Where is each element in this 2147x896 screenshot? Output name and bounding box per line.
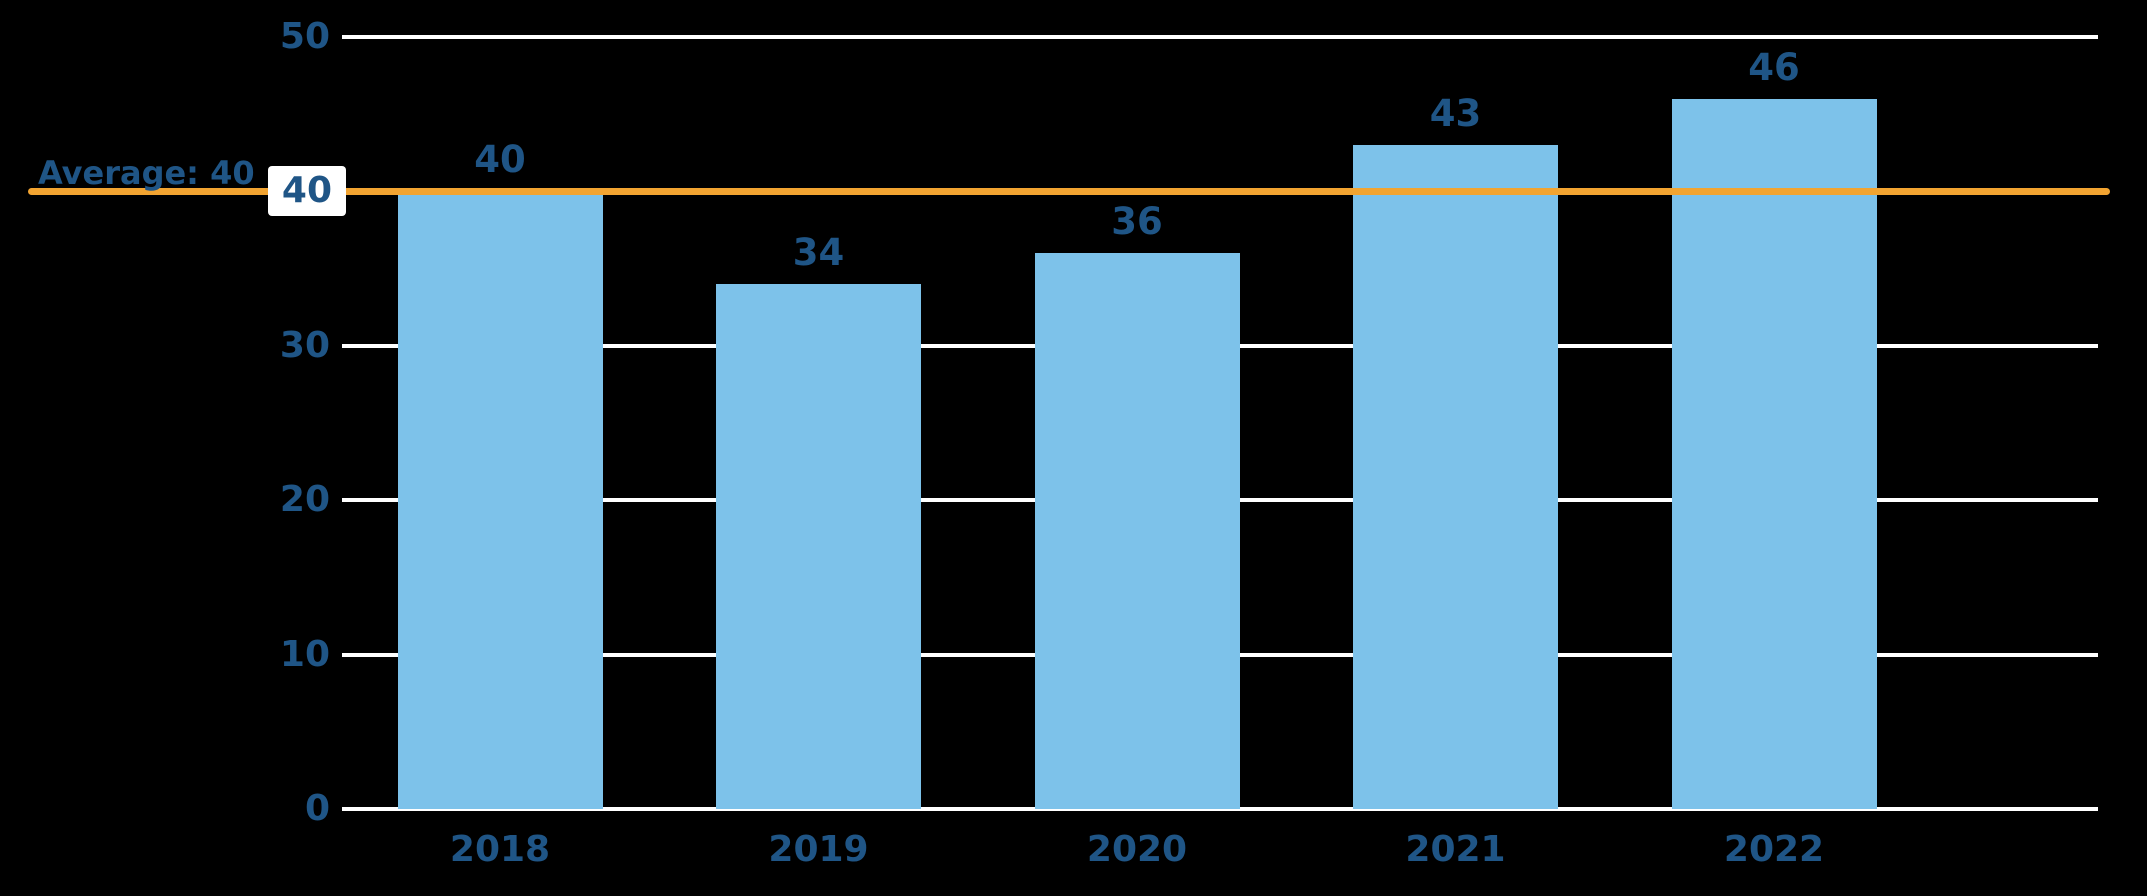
x-axis-label: 2021	[1405, 829, 1506, 870]
y-tick-label: 20	[279, 479, 330, 521]
bar-value-label: 36	[1111, 200, 1163, 244]
y-tick-label: 50	[279, 16, 330, 57]
average-line	[28, 187, 2110, 195]
x-axis-label: 2020	[1086, 829, 1188, 870]
bar-value-label: 34	[792, 231, 845, 275]
y-tick-label: 0	[304, 788, 330, 829]
y-tick-label-highlighted: 40	[267, 166, 346, 217]
bar-value-label: 46	[1748, 45, 1800, 89]
y-tick-label: 30	[279, 324, 330, 366]
x-axis-line	[342, 807, 2098, 811]
bar-value-label: 43	[1429, 92, 1482, 136]
bar-2019	[716, 284, 921, 809]
bar-2020	[1034, 253, 1240, 809]
gridline	[342, 35, 2098, 39]
average-line-label: Average: 40	[38, 154, 255, 193]
x-axis-label: 2022	[1723, 829, 1825, 870]
bar-value-label: 40	[474, 138, 526, 182]
bar-2018	[397, 191, 603, 809]
x-axis-label: 2018	[449, 829, 551, 870]
x-axis-label: 2019	[768, 829, 869, 870]
bar-2021	[1353, 145, 1558, 809]
bar-2022	[1671, 98, 1877, 809]
y-tick-label: 10	[279, 633, 330, 675]
